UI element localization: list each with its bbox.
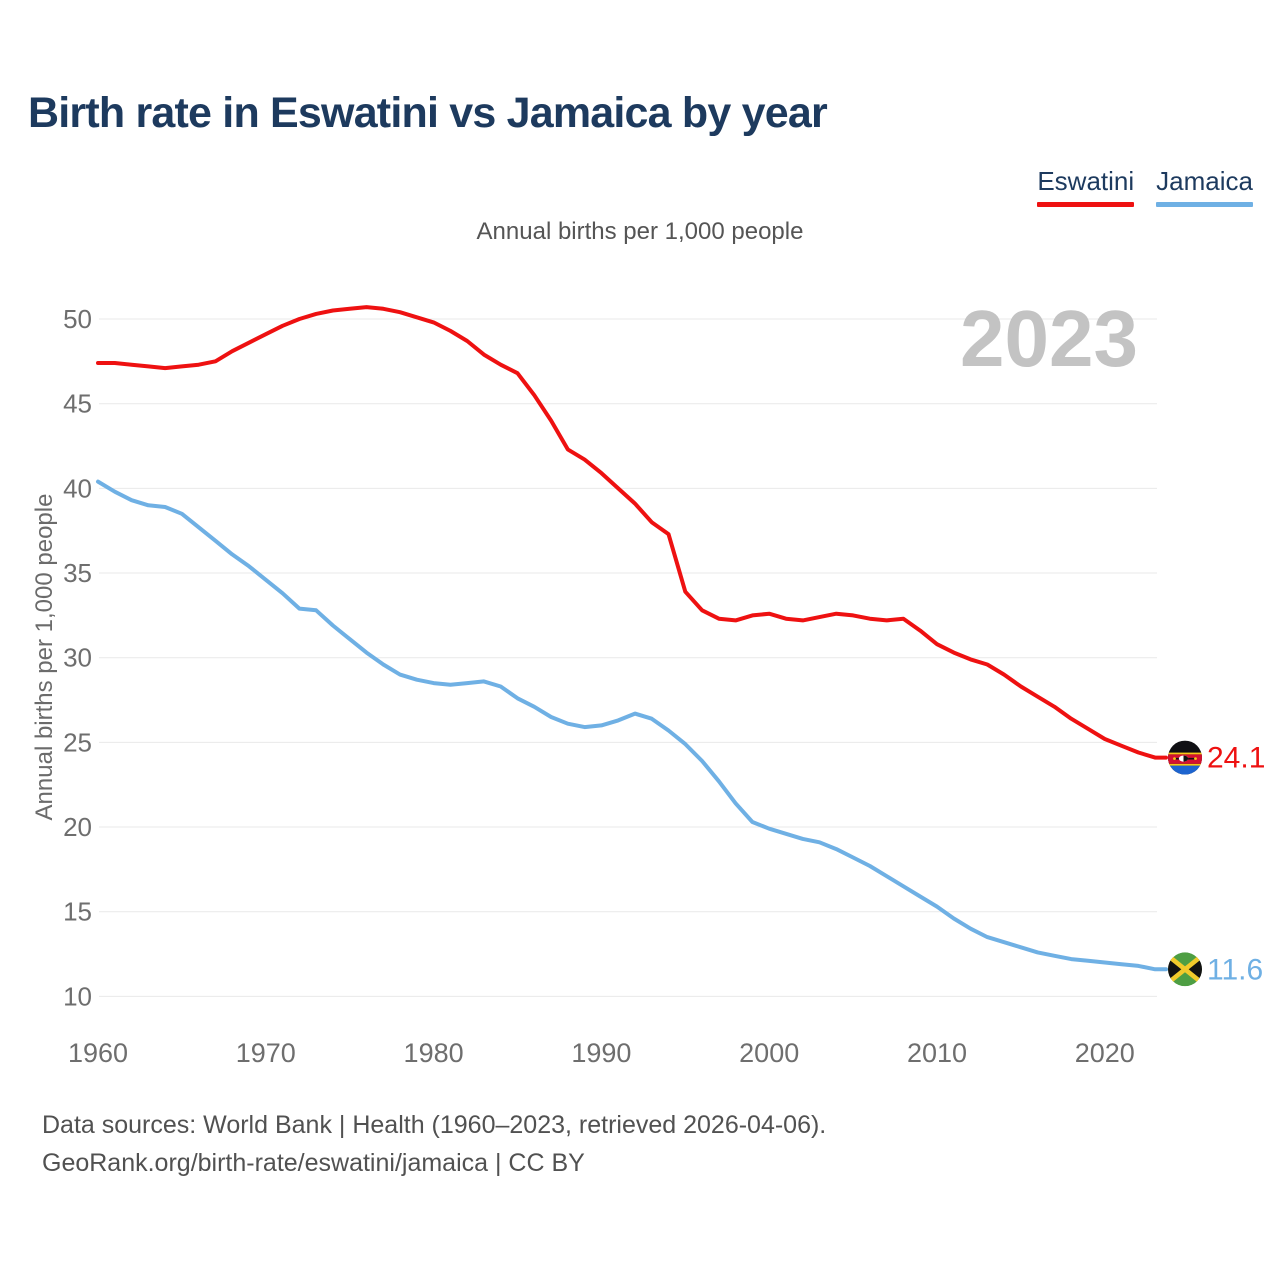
legend-underline-eswatini bbox=[1037, 202, 1135, 207]
jamaica-line bbox=[96, 479, 1168, 972]
x-tick-label: 1970 bbox=[236, 1038, 296, 1068]
x-tick-labels: 1960 1970 1980 1990 2000 2010 2020 bbox=[68, 1038, 1135, 1068]
y-tick-label: 15 bbox=[63, 897, 92, 927]
y-tick-label: 50 bbox=[63, 304, 92, 334]
legend-item-eswatini[interactable]: Eswatini bbox=[1037, 166, 1135, 207]
legend-underline-jamaica bbox=[1156, 202, 1253, 207]
y-tick-label: 45 bbox=[63, 389, 92, 419]
legend-label-eswatini: Eswatini bbox=[1037, 166, 1135, 196]
chart-subtitle: Annual births per 1,000 people bbox=[476, 218, 804, 245]
x-tick-label: 2010 bbox=[907, 1038, 967, 1068]
jamaica-end-value: 11.6 bbox=[1207, 953, 1263, 986]
footer-link: GeoRank.org/birth-rate/eswatini/jamaica … bbox=[42, 1149, 585, 1177]
x-tick-label: 1980 bbox=[404, 1038, 464, 1068]
eswatini-flag-icon bbox=[1168, 740, 1202, 775]
eswatini-end-value: 24.1 bbox=[1207, 742, 1265, 775]
page-title: Birth rate in Eswatini vs Jamaica by yea… bbox=[28, 89, 828, 137]
y-tick-label: 40 bbox=[63, 473, 92, 503]
legend-label-jamaica: Jamaica bbox=[1156, 166, 1253, 196]
x-tick-label: 2020 bbox=[1075, 1038, 1135, 1068]
y-tick-label: 25 bbox=[63, 727, 92, 757]
x-tick-label: 1990 bbox=[571, 1038, 631, 1068]
y-tick-label: 35 bbox=[63, 558, 92, 588]
y-tick-label: 30 bbox=[63, 643, 92, 673]
x-tick-label: 2000 bbox=[739, 1038, 799, 1068]
gridlines bbox=[99, 318, 1157, 997]
series-lines bbox=[96, 305, 1168, 972]
y-tick-label: 20 bbox=[63, 812, 92, 842]
legend-item-jamaica[interactable]: Jamaica bbox=[1156, 166, 1253, 207]
legend: Eswatini Jamaica bbox=[1037, 166, 1253, 207]
footer: Data sources: World Bank | Health (1960–… bbox=[42, 1106, 826, 1182]
y-tick-labels: 10 15 20 25 30 35 40 45 50 bbox=[63, 304, 92, 1011]
eswatini-line bbox=[96, 305, 1168, 760]
watermark-year: 2023 bbox=[960, 294, 1138, 383]
jamaica-flag-icon bbox=[1168, 952, 1202, 987]
footer-source: Data sources: World Bank | Health (1960–… bbox=[42, 1111, 827, 1139]
x-tick-label: 1960 bbox=[68, 1038, 128, 1068]
y-tick-label: 10 bbox=[63, 981, 92, 1011]
